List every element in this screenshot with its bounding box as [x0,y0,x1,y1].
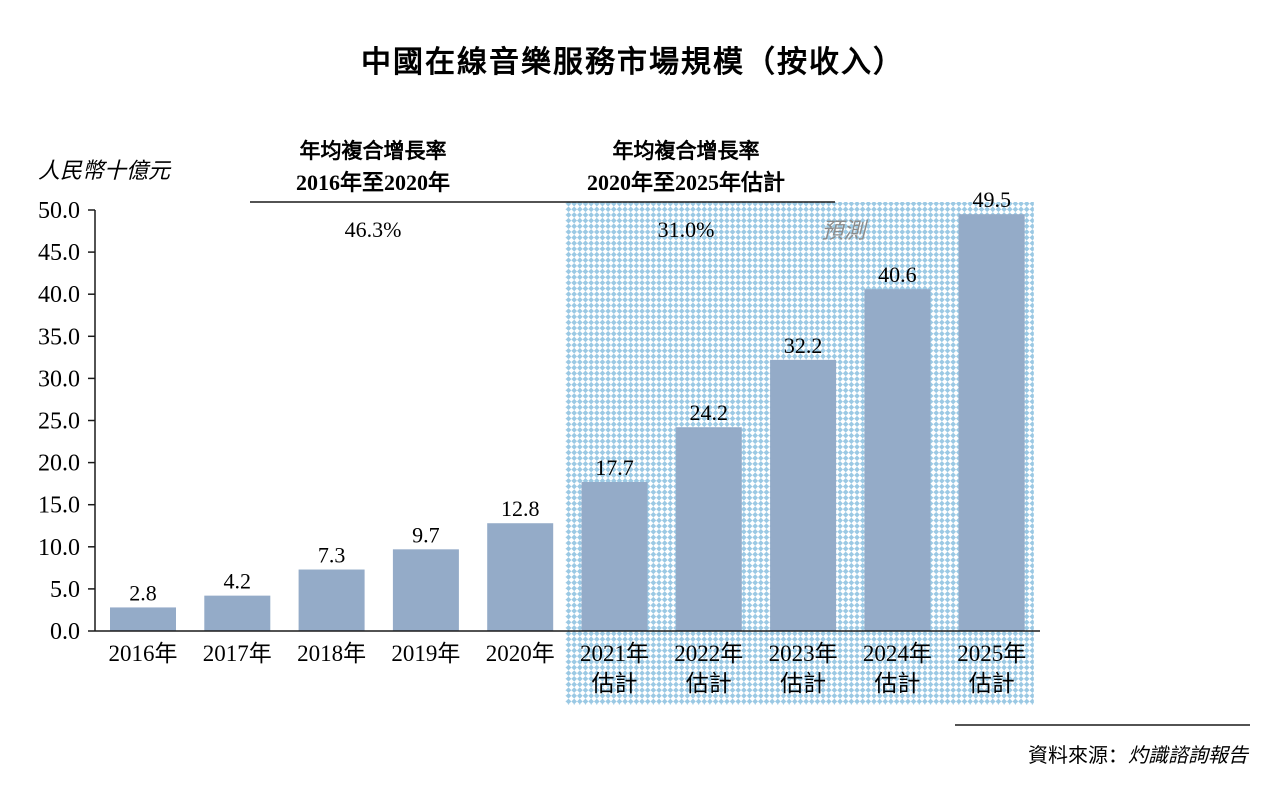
forecast-label: 預測 [821,219,868,244]
chart-title: 中國在線音樂服務市場規模（按收入） [361,45,905,80]
x-tick-label: 2018年 [297,641,366,666]
y-tick-label: 10.0 [38,535,80,561]
x-tick-label: 2024年 [863,641,932,666]
bar-value-label: 40.6 [878,262,917,287]
x-tick-label: 估計 [780,671,826,696]
bar-value-label: 49.5 [972,187,1011,212]
y-tick-label: 25.0 [38,409,80,435]
x-tick-label: 估計 [969,671,1015,696]
y-tick-label: 40.0 [38,282,80,308]
bar [864,289,931,631]
cagr-1-period: 2016年至2020年 [296,170,450,195]
bar-value-label: 24.2 [690,400,729,425]
cagr-1-heading: 年均複合增長率 [300,139,447,163]
source-name: 灼識諮詢報告 [1128,743,1250,767]
bar-value-label: 17.7 [595,455,634,480]
bar [581,481,648,631]
x-tick-label: 2025年 [957,641,1026,666]
y-tick-label: 0.0 [50,619,80,645]
y-axis: 0.0 5.0 10.0 15.0 20.0 25.0 30.0 35.0 40.0 45.0 50… [38,198,96,645]
x-tick-label: 2020年 [486,641,555,666]
cagr-2-period: 2020年至2025年估計 [587,170,785,195]
y-tick-label: 35.0 [38,324,80,350]
bar [487,523,554,631]
y-tick-label: 5.0 [50,577,80,603]
x-tick-label: 2023年 [769,641,838,666]
bar-value-label: 7.3 [318,543,346,568]
x-tick-label: 2016年 [109,641,178,666]
cagr-2-heading: 年均複合增長率 [613,139,760,163]
bar [958,214,1025,631]
y-tick-label: 20.0 [38,451,80,477]
bar-value-label: 32.2 [784,333,823,358]
bar [675,427,742,631]
bar-value-label: 9.7 [412,522,440,547]
y-axis-unit-label: 人民幣十億元 [38,159,172,184]
source-prefix: 資料來源： [1028,743,1128,767]
bar [298,569,365,631]
bars: 2.8 4.2 7.3 9.7 12.8 17.7 24.2 32.2 40.6 49.5 [110,187,1025,631]
bar [204,595,271,631]
bar [392,549,459,631]
x-tick-label: 估計 [686,671,732,696]
cagr-2-value: 31.0% [658,217,715,242]
x-tick-label: 估計 [874,671,920,696]
bar-value-label: 4.2 [224,569,252,594]
y-tick-label: 30.0 [38,366,80,392]
y-tick-label: 50.0 [38,198,80,224]
x-tick-label: 2021年 [580,641,649,666]
source-note: 資料來源：灼識諮詢報告 [1028,743,1250,767]
x-tick-label: 2019年 [391,641,460,666]
bar [110,607,176,631]
y-tick-label: 45.0 [38,240,80,266]
cagr-1-value: 46.3% [345,217,402,242]
bar-value-label: 2.8 [129,580,157,605]
x-tick-label: 2022年 [674,641,743,666]
x-tick-label: 估計 [592,671,638,696]
bar [770,359,837,631]
bar-value-label: 12.8 [501,496,540,521]
x-tick-label: 2017年 [203,641,272,666]
y-tick-label: 15.0 [38,493,80,519]
